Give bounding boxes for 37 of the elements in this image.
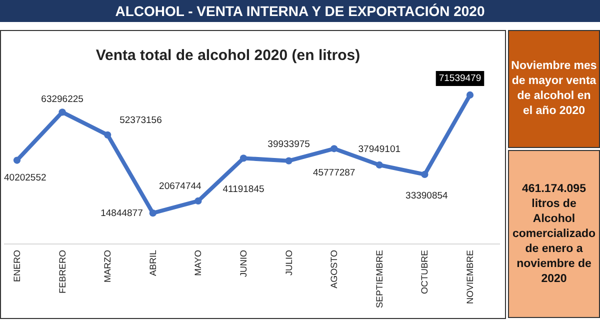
- point: [240, 154, 248, 162]
- data-label: 41191845: [222, 184, 264, 196]
- text: Noviembre mes de mayor venta de alcohol en el año 2020: [508, 30, 600, 148]
- point: [421, 170, 428, 178]
- data-label: 20674744: [159, 180, 202, 192]
- point: [330, 145, 338, 152]
- data-label: 33390854: [406, 190, 448, 202]
- data-label: 14844877: [100, 208, 143, 220]
- x-tick-label: JULIO: [284, 250, 294, 276]
- data-label: 39933975: [268, 138, 310, 150]
- x-tick-label: SEPTIEMBRE: [374, 250, 384, 308]
- point: [285, 157, 292, 164]
- point: [13, 156, 21, 164]
- x-tick-label: MARZO: [102, 250, 113, 282]
- data-label: 37949101: [358, 144, 401, 155]
- x-tick-label: NOVIEMBRE: [465, 250, 475, 304]
- x-tick-label: JUNIO: [238, 250, 248, 277]
- data-label: 45777287: [312, 168, 356, 179]
- x-tick-label: FEBRERO: [57, 250, 68, 294]
- x-tick-label: OCTUBRE: [420, 250, 430, 294]
- data-label: 52373156: [120, 114, 162, 126]
- text: 461.174.095 litros de Alcohol comercializado de enero a noviembre de 2020: [508, 150, 600, 318]
- point: [466, 91, 474, 99]
- text: ALCOHOL - VENTA INTERNA Y DE EXPORTACIÓN 2020: [0, 0, 600, 22]
- chart-title: Venta total de alcohol 2020 (en litros): [96, 47, 360, 64]
- point: [376, 161, 383, 169]
- data-label: 71539479: [438, 73, 482, 84]
- point: [104, 131, 112, 138]
- x-tick-label: ENERO: [12, 250, 22, 282]
- data-label: 63296225: [41, 94, 84, 106]
- x-tick-label: AGOSTO: [329, 250, 340, 288]
- x-tick-label: MAYO: [193, 250, 204, 276]
- point: [149, 210, 156, 217]
- point: [194, 197, 202, 204]
- x-tick-label: ABRIL: [148, 250, 158, 276]
- point: [58, 108, 66, 116]
- data-label: 40202552: [4, 172, 46, 184]
